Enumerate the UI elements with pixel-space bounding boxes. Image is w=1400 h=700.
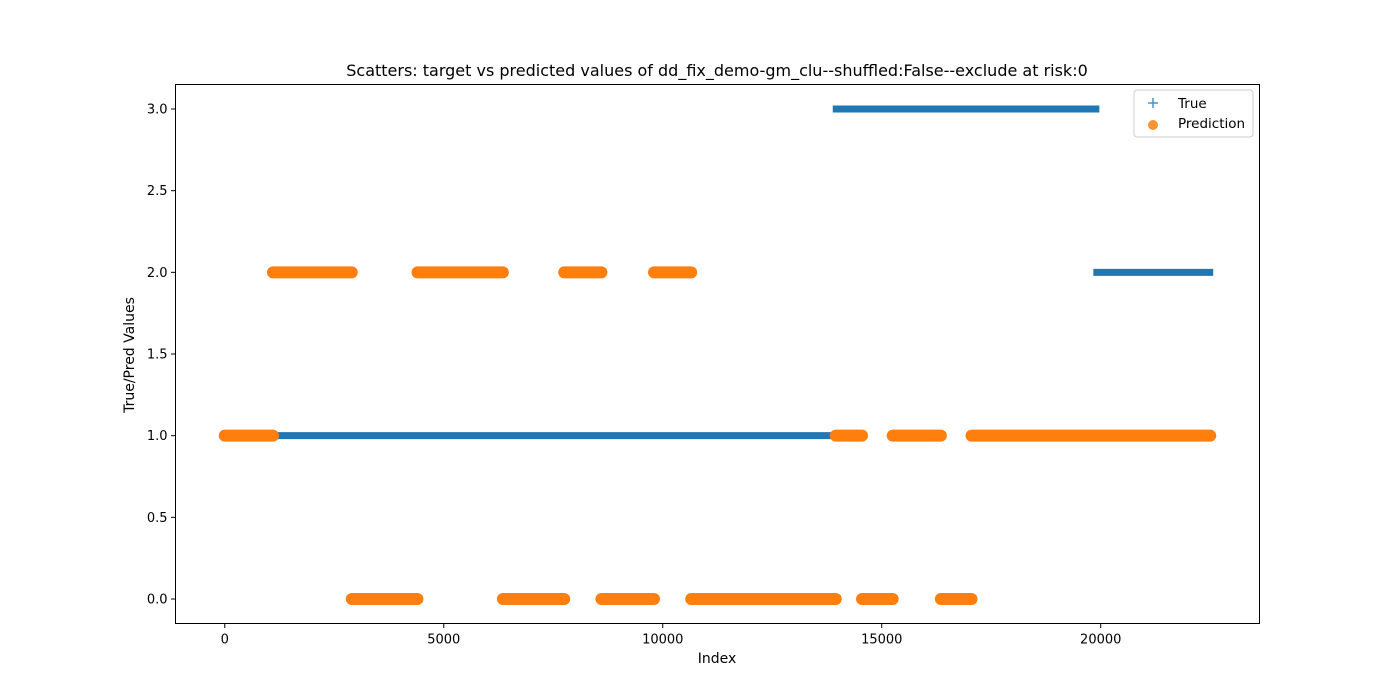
x-axis: 0 5000 10000 15000 20000: [221, 623, 1121, 648]
x-tick-label: 0: [221, 633, 229, 648]
series-layer: [218, 105, 1217, 605]
legend-label-true: True: [1177, 96, 1207, 112]
y-tick-label: 0.5: [147, 511, 168, 526]
x-tick-label: 15000: [861, 633, 902, 648]
legend-marker-prediction: [1148, 120, 1158, 130]
y-tick-label: 1.5: [147, 348, 168, 363]
chart-title: Scatters: target vs predicted values of …: [346, 61, 1088, 81]
x-tick-label: 5000: [427, 633, 460, 648]
legend-label-prediction: Prediction: [1178, 116, 1245, 132]
x-axis-label: Index: [698, 651, 737, 667]
y-tick-label: 3.0: [147, 103, 168, 118]
y-axis-label: True/Pred Values: [122, 297, 138, 414]
y-tick-label: 2.0: [147, 266, 168, 281]
y-tick-label: 2.5: [147, 184, 168, 199]
series-true-points: [221, 105, 1214, 440]
legend-marker-true: [1148, 98, 1158, 108]
y-axis: 0.0 0.5 1.0 1.5 2.0 2.5 3.0: [147, 103, 176, 608]
legend: True Prediction: [1133, 89, 1254, 138]
x-tick-label: 20000: [1080, 633, 1121, 648]
x-tick-label: 10000: [642, 633, 683, 648]
series-prediction-points: [218, 266, 1217, 605]
legend-box: [1133, 89, 1254, 138]
y-tick-label: 1.0: [147, 429, 168, 444]
y-tick-label: 0.0: [147, 593, 168, 608]
